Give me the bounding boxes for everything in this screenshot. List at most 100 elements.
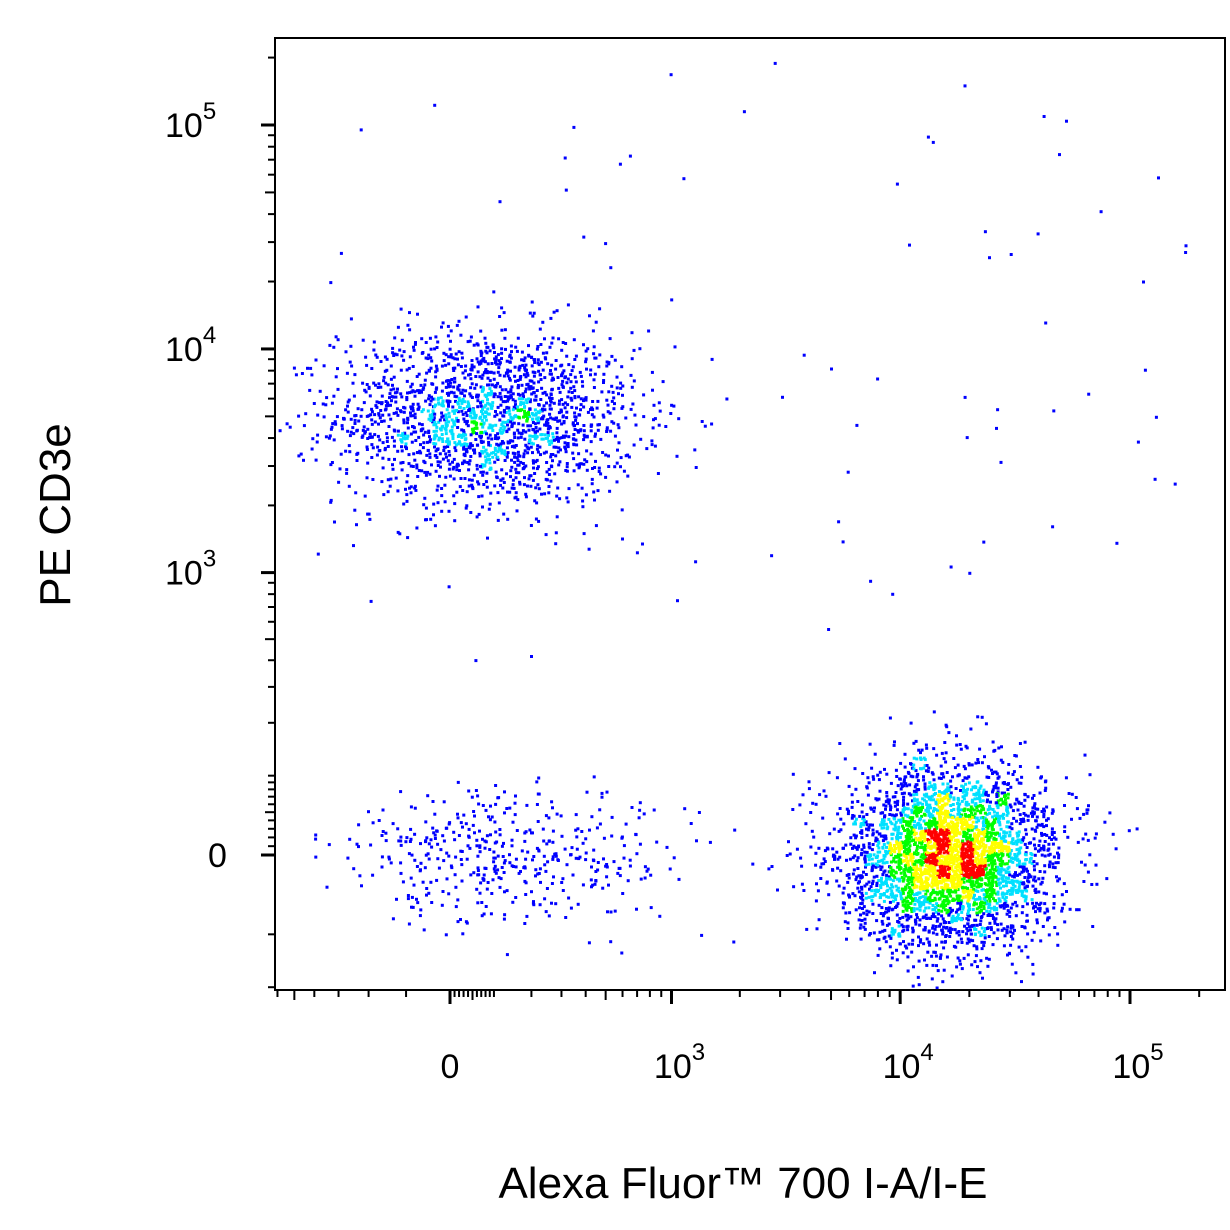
- event-point: [599, 437, 603, 441]
- event-point: [920, 853, 924, 857]
- event-point: [541, 407, 544, 411]
- event-point: [1006, 788, 1010, 791]
- event-point: [942, 968, 946, 972]
- event-point: [580, 486, 584, 490]
- event-point: [403, 431, 407, 435]
- event-point: [525, 401, 529, 405]
- event-point: [1011, 857, 1015, 861]
- event-point: [976, 897, 980, 901]
- event-point: [929, 824, 933, 828]
- event-point: [986, 793, 990, 797]
- event-point: [984, 895, 988, 899]
- event-point: [860, 848, 864, 852]
- event-point: [361, 434, 365, 438]
- event-point: [1001, 760, 1005, 764]
- event-point: [888, 870, 892, 874]
- event-point: [995, 937, 999, 941]
- event-point: [854, 846, 858, 850]
- event-point: [1002, 830, 1006, 834]
- event-point: [1017, 830, 1021, 834]
- event-point: [859, 913, 862, 917]
- event-point: [862, 843, 866, 847]
- event-point: [392, 444, 396, 448]
- event-point: [918, 879, 922, 883]
- event-point: [579, 397, 583, 401]
- event-point: [569, 386, 573, 390]
- event-point: [964, 894, 968, 898]
- event-point: [915, 867, 919, 871]
- event-point: [927, 831, 931, 834]
- event-point: [487, 440, 491, 444]
- event-point: [1002, 927, 1006, 931]
- event-point: [490, 451, 494, 455]
- event-point: [911, 899, 914, 903]
- event-point: [308, 388, 312, 392]
- event-point: [862, 820, 866, 824]
- event-point: [536, 444, 540, 448]
- event-point: [521, 392, 525, 396]
- event-point: [375, 405, 379, 409]
- event-point: [467, 445, 471, 449]
- event-point: [1008, 952, 1011, 956]
- event-point: [972, 923, 976, 927]
- event-point: [1006, 889, 1010, 893]
- event-point: [506, 390, 510, 394]
- event-point: [974, 954, 978, 958]
- event-point: [913, 841, 917, 845]
- event-point: [922, 942, 926, 946]
- event-point: [924, 864, 928, 868]
- event-point: [938, 956, 942, 960]
- event-point: [1020, 870, 1024, 874]
- event-point: [899, 811, 903, 815]
- event-point: [519, 435, 523, 439]
- event-point: [518, 480, 522, 484]
- event-point: [959, 904, 963, 908]
- event-point: [914, 885, 918, 889]
- event-point: [509, 420, 513, 424]
- event-point: [893, 875, 897, 879]
- event-point: [1020, 980, 1023, 984]
- event-point: [578, 413, 582, 417]
- event-point: [1010, 892, 1014, 896]
- event-point: [914, 897, 917, 900]
- event-point: [413, 458, 417, 462]
- event-point: [914, 769, 918, 773]
- event-point: [933, 817, 937, 821]
- event-point: [954, 869, 958, 873]
- event-point: [518, 376, 522, 379]
- event-point: [1045, 892, 1048, 896]
- event-point: [1026, 919, 1029, 923]
- event-point: [449, 339, 452, 343]
- event-point: [510, 425, 514, 429]
- event-point: [523, 367, 527, 371]
- event-point: [1047, 847, 1051, 851]
- event-point: [1011, 874, 1015, 878]
- event-point: [700, 420, 704, 423]
- event-point: [605, 398, 609, 402]
- event-point: [944, 841, 948, 845]
- event-point: [526, 373, 530, 377]
- event-point: [596, 428, 600, 432]
- event-point: [907, 847, 911, 850]
- event-point: [899, 787, 903, 791]
- event-point: [958, 907, 962, 911]
- event-point: [545, 351, 549, 355]
- event-point: [394, 411, 398, 415]
- event-point: [490, 383, 494, 387]
- event-point: [473, 426, 477, 430]
- event-point: [949, 779, 953, 783]
- event-point: [934, 954, 938, 958]
- event-point: [974, 918, 978, 922]
- event-point: [391, 383, 394, 387]
- event-point: [867, 880, 871, 884]
- event-point: [593, 498, 596, 502]
- event-point: [399, 307, 403, 311]
- event-point: [451, 366, 455, 370]
- event-point: [923, 884, 927, 888]
- event-point: [911, 856, 915, 860]
- event-point: [889, 820, 893, 824]
- event-point: [467, 404, 471, 408]
- event-point: [951, 803, 955, 806]
- event-point: [842, 822, 846, 826]
- event-point: [573, 396, 577, 400]
